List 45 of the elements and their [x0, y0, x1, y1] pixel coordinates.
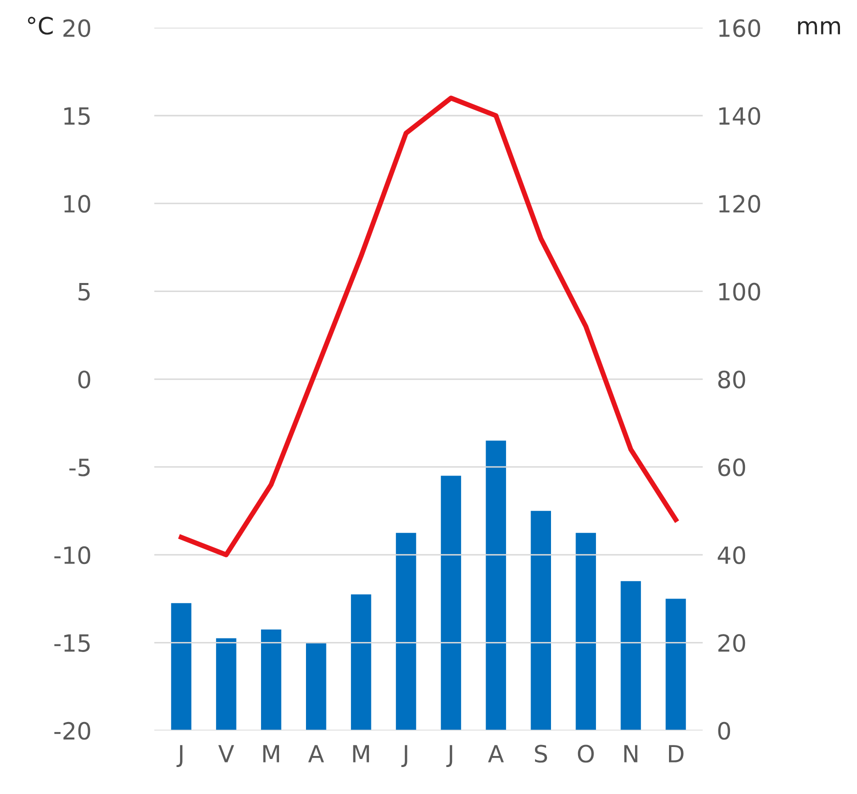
- bar: [350, 594, 372, 730]
- x-tick-label: J: [401, 745, 408, 768]
- y2-tick-label: 0: [718, 722, 730, 740]
- bar: [666, 598, 686, 730]
- y2-tick-label: 20: [718, 634, 746, 652]
- bar: [440, 476, 462, 730]
- x-tick-label: J: [446, 745, 452, 768]
- y-tick-label: -10: [54, 546, 90, 564]
- bar: [530, 510, 552, 730]
- x-tick-label: A: [308, 745, 324, 762]
- y-tick-label: 15: [64, 107, 90, 125]
- x-tick-label: S: [534, 744, 548, 763]
- y-axis-title: °C: [28, 16, 53, 35]
- x-tick-label: M: [263, 745, 280, 762]
- y2-tick-label: 80: [718, 370, 746, 388]
- bar: [171, 603, 192, 730]
- y-tick-label: -5: [69, 458, 90, 476]
- x-tick-label: O: [578, 744, 594, 763]
- y-tick-label: 5: [78, 283, 90, 301]
- x-tick-label: A: [488, 745, 504, 762]
- y-tick-label: 20: [63, 19, 90, 38]
- y2-tick-label: 120: [719, 194, 760, 213]
- x-tick-label: D: [668, 745, 684, 762]
- bar: [396, 532, 416, 730]
- y2-tick-label: 160: [719, 19, 760, 38]
- y-tick-label: 0: [78, 370, 90, 388]
- bar: [576, 532, 596, 730]
- bar: [261, 629, 282, 730]
- bar: [486, 440, 506, 730]
- y2-axis-title: mm: [798, 21, 840, 34]
- x-tick-label: V: [218, 745, 234, 762]
- bar: [216, 638, 236, 730]
- x-tick-label: M: [353, 745, 369, 762]
- y2-tick-label: 100: [719, 282, 760, 301]
- x-tick-label: N: [624, 745, 638, 762]
- y-tick-label: 10: [64, 194, 90, 213]
- x-tick-label: J: [176, 745, 182, 768]
- y2-tick-label: 60: [718, 458, 746, 476]
- bar: [620, 581, 641, 730]
- line-series: [178, 96, 678, 558]
- y-tick-label: -15: [54, 634, 90, 652]
- y2-tick-label: 40: [718, 546, 746, 564]
- bar: [306, 642, 326, 730]
- y2-tick-label: 140: [719, 107, 760, 125]
- y-tick-label: -20: [54, 722, 90, 740]
